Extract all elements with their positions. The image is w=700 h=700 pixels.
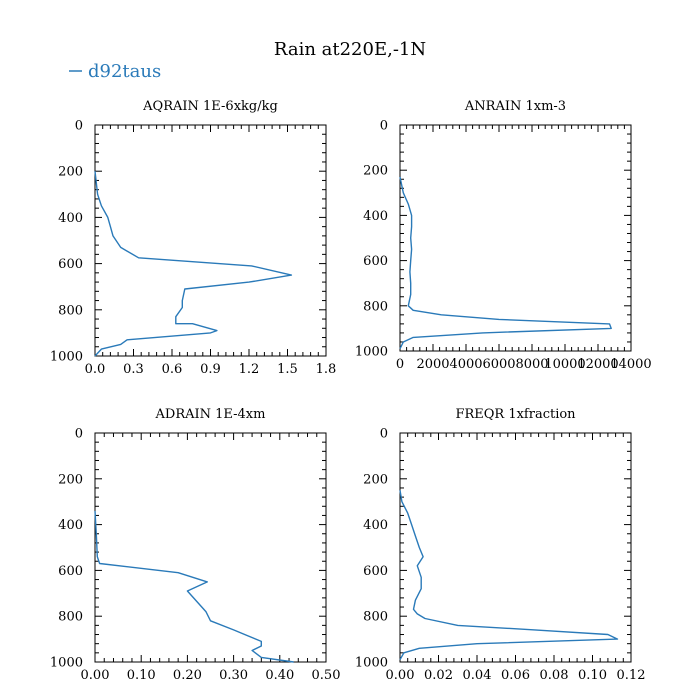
x-tick-label: 14000 [610, 357, 651, 372]
legend: d92taus [69, 61, 161, 82]
x-tick-label: 0.20 [173, 668, 202, 683]
x-tick-label: 0.50 [312, 668, 341, 683]
figure-title: Rain at220E,-1N [274, 39, 426, 60]
y-tick-label: 400 [58, 518, 83, 533]
x-tick-label: 0.30 [219, 668, 248, 683]
y-tick-label: 200 [58, 472, 83, 487]
x-tick-label: 1.2 [239, 362, 260, 377]
y-tick-label: 1000 [355, 656, 388, 671]
x-tick-label: 0 [396, 357, 404, 372]
panel-title: FREQR 1xfraction [455, 407, 576, 422]
series-line-d92taus [94, 510, 294, 663]
x-tick-label: 2000 [416, 357, 449, 372]
panel-4: FREQR 1xfraction 0.00 0.02 0.04 0.06 0.08 0.10… [355, 407, 646, 683]
x-tick-label: 0.40 [265, 668, 294, 683]
x-tick-label: 0.04 [463, 668, 492, 683]
x-tick-label: 0.9 [200, 362, 221, 377]
series-line-d92taus [399, 490, 619, 661]
series-line-d92taus [94, 171, 293, 357]
y-tick-label: 0 [75, 427, 83, 442]
y-tick-label: 200 [363, 472, 388, 487]
plot-frame [399, 432, 632, 663]
panel-1: AQRAIN 1E-6xkg/kg 0.0 0.3 0.6 0.9 1.2 1.5 1.8 0 2… [50, 99, 336, 377]
x-tick-label: 0.10 [578, 668, 607, 683]
plot-frame [94, 432, 327, 663]
y-tick-label: 1000 [355, 345, 388, 360]
x-tick-label: 0.08 [540, 668, 569, 683]
x-tick-label: 10000 [544, 357, 585, 372]
x-tick-label: 1.5 [277, 362, 298, 377]
x-tick-label: 0.3 [123, 362, 144, 377]
x-tick-label: 8000 [515, 357, 548, 372]
y-tick-label: 0 [380, 427, 388, 442]
panel-title: AQRAIN 1E-6xkg/kg [142, 99, 278, 114]
y-tick-label: 800 [58, 303, 83, 318]
y-tick-label: 1000 [50, 350, 83, 365]
x-tick-label: 0.0 [85, 362, 106, 377]
x-tick-label: 0.06 [501, 668, 530, 683]
y-tick-label: 800 [363, 299, 388, 314]
panel-2: ANRAIN 1xm-30 2000 4000 6000 800010000120001… [355, 99, 652, 372]
plot-frame [399, 124, 632, 352]
x-tick-label: 0.6 [162, 362, 183, 377]
x-tick-label: 0.02 [424, 668, 453, 683]
y-tick-label: 1000 [50, 656, 83, 671]
y-tick-label: 200 [58, 165, 83, 180]
y-tick-label: 600 [58, 257, 83, 272]
y-tick-label: 800 [58, 610, 83, 625]
x-tick-label: 12000 [577, 357, 618, 372]
y-tick-label: 600 [363, 254, 388, 269]
plot-frame [94, 124, 327, 357]
y-tick-label: 600 [58, 564, 83, 579]
x-tick-label: 0.00 [81, 668, 110, 683]
y-tick-label: 0 [75, 119, 83, 134]
x-tick-label: 0.10 [127, 668, 156, 683]
y-tick-label: 400 [363, 209, 388, 224]
panel-title: ADRAIN 1E-4xm [155, 407, 266, 422]
x-tick-label: 0.00 [386, 668, 415, 683]
y-tick-label: 800 [363, 610, 388, 625]
y-tick-label: 200 [363, 164, 388, 179]
legend-label-d92taus: d92taus [88, 61, 161, 82]
y-tick-label: 400 [363, 518, 388, 533]
x-tick-label: 6000 [482, 357, 515, 372]
panel-3: ADRAIN 1E-4xm 0.00 0.10 0.20 0.30 0.40 0.50 0 20… [50, 407, 341, 683]
y-tick-label: 600 [363, 564, 388, 579]
panel-title: ANRAIN 1xm-3 [464, 99, 566, 114]
x-tick-label: 0.12 [617, 668, 646, 683]
x-tick-label: 1.8 [316, 362, 337, 377]
y-tick-label: 400 [58, 211, 83, 226]
y-tick-label: 0 [380, 119, 388, 134]
x-tick-label: 4000 [449, 357, 482, 372]
series-line-d92taus [399, 176, 612, 350]
